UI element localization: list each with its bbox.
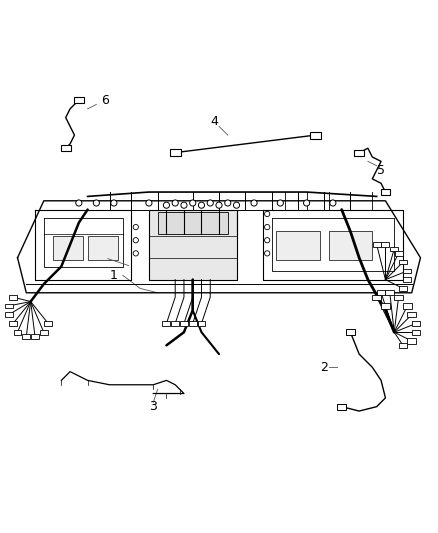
Bar bbox=[9, 295, 17, 300]
Circle shape bbox=[111, 200, 117, 206]
Bar bbox=[399, 260, 407, 264]
Bar bbox=[337, 404, 346, 409]
Bar bbox=[171, 321, 179, 326]
Circle shape bbox=[330, 200, 336, 206]
Text: 6: 6 bbox=[101, 94, 109, 107]
Text: 4: 4 bbox=[211, 116, 219, 128]
Circle shape bbox=[207, 200, 213, 206]
Bar bbox=[276, 231, 320, 260]
Bar bbox=[14, 330, 21, 335]
Bar bbox=[399, 286, 407, 291]
Bar bbox=[5, 304, 13, 308]
Bar bbox=[354, 150, 364, 156]
Circle shape bbox=[265, 224, 270, 230]
Text: 1: 1 bbox=[110, 269, 118, 282]
Bar bbox=[61, 146, 71, 151]
Text: 5: 5 bbox=[377, 164, 385, 176]
Bar bbox=[170, 149, 181, 156]
Bar bbox=[5, 312, 13, 317]
Circle shape bbox=[265, 238, 270, 243]
Circle shape bbox=[146, 200, 152, 206]
Circle shape bbox=[265, 211, 270, 216]
Bar bbox=[22, 334, 30, 339]
Bar bbox=[407, 312, 416, 317]
Bar bbox=[74, 97, 84, 103]
Bar bbox=[149, 209, 237, 280]
Bar bbox=[412, 321, 420, 326]
Bar bbox=[394, 295, 403, 300]
Circle shape bbox=[190, 200, 196, 206]
Bar bbox=[189, 321, 197, 326]
Circle shape bbox=[265, 251, 270, 256]
Text: 3: 3 bbox=[149, 400, 157, 413]
Circle shape bbox=[181, 202, 187, 208]
Bar bbox=[346, 329, 355, 335]
Bar bbox=[390, 247, 398, 252]
Bar bbox=[158, 212, 228, 233]
Bar bbox=[162, 321, 170, 326]
Bar bbox=[310, 132, 321, 139]
Bar bbox=[403, 303, 412, 309]
Circle shape bbox=[133, 251, 138, 256]
Bar bbox=[381, 189, 390, 195]
Bar bbox=[377, 290, 385, 295]
Circle shape bbox=[93, 200, 99, 206]
Circle shape bbox=[233, 202, 240, 208]
Bar bbox=[88, 236, 118, 260]
Bar bbox=[399, 343, 407, 348]
Circle shape bbox=[133, 224, 138, 230]
Circle shape bbox=[172, 200, 178, 206]
Circle shape bbox=[216, 202, 222, 208]
Bar bbox=[44, 321, 52, 326]
Circle shape bbox=[225, 200, 231, 206]
Bar bbox=[381, 242, 389, 247]
Bar bbox=[53, 236, 83, 260]
Circle shape bbox=[163, 202, 170, 208]
Circle shape bbox=[304, 200, 310, 206]
Circle shape bbox=[277, 200, 283, 206]
Bar bbox=[403, 277, 411, 282]
Text: 2: 2 bbox=[320, 361, 328, 374]
Bar bbox=[180, 321, 188, 326]
Bar bbox=[412, 329, 420, 335]
Circle shape bbox=[251, 200, 257, 206]
Bar bbox=[373, 242, 381, 247]
Bar bbox=[403, 269, 411, 273]
Bar bbox=[328, 231, 372, 260]
Bar bbox=[395, 251, 403, 256]
Bar bbox=[372, 295, 381, 300]
Bar bbox=[40, 330, 48, 335]
Bar bbox=[9, 321, 17, 326]
Circle shape bbox=[133, 238, 138, 243]
Circle shape bbox=[198, 202, 205, 208]
Bar bbox=[31, 334, 39, 339]
Bar bbox=[407, 338, 416, 344]
Bar bbox=[381, 303, 390, 309]
Bar bbox=[385, 290, 394, 295]
Bar bbox=[198, 321, 205, 326]
Circle shape bbox=[76, 200, 82, 206]
